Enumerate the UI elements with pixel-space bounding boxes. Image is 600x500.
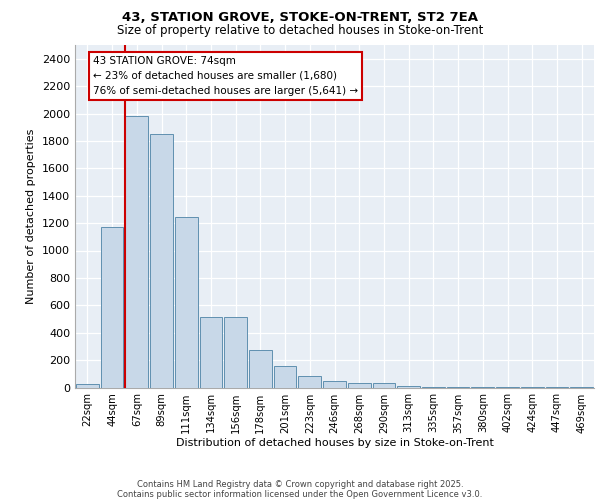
Bar — [298, 376, 321, 388]
Bar — [496, 387, 519, 388]
Text: Size of property relative to detached houses in Stoke-on-Trent: Size of property relative to detached ho… — [117, 24, 483, 37]
Bar — [397, 386, 420, 388]
X-axis label: Distribution of detached houses by size in Stoke-on-Trent: Distribution of detached houses by size … — [176, 438, 493, 448]
Text: Contains HM Land Registry data © Crown copyright and database right 2025.
Contai: Contains HM Land Registry data © Crown c… — [118, 480, 482, 499]
Bar — [76, 384, 99, 388]
Bar — [373, 384, 395, 388]
Bar — [200, 317, 222, 388]
Bar — [570, 387, 593, 388]
Bar — [348, 384, 371, 388]
Bar — [422, 387, 445, 388]
Bar — [175, 217, 197, 388]
Bar — [125, 116, 148, 388]
Bar — [521, 387, 544, 388]
Bar — [323, 382, 346, 388]
Bar — [249, 350, 272, 388]
Bar — [472, 387, 494, 388]
Bar — [545, 387, 568, 388]
Y-axis label: Number of detached properties: Number of detached properties — [26, 128, 37, 304]
Bar — [150, 134, 173, 388]
Text: 43 STATION GROVE: 74sqm
← 23% of detached houses are smaller (1,680)
76% of semi: 43 STATION GROVE: 74sqm ← 23% of detache… — [93, 56, 358, 96]
Text: 43, STATION GROVE, STOKE-ON-TRENT, ST2 7EA: 43, STATION GROVE, STOKE-ON-TRENT, ST2 7… — [122, 11, 478, 24]
Bar — [224, 317, 247, 388]
Bar — [447, 387, 469, 388]
Bar — [101, 227, 124, 388]
Bar — [274, 366, 296, 388]
